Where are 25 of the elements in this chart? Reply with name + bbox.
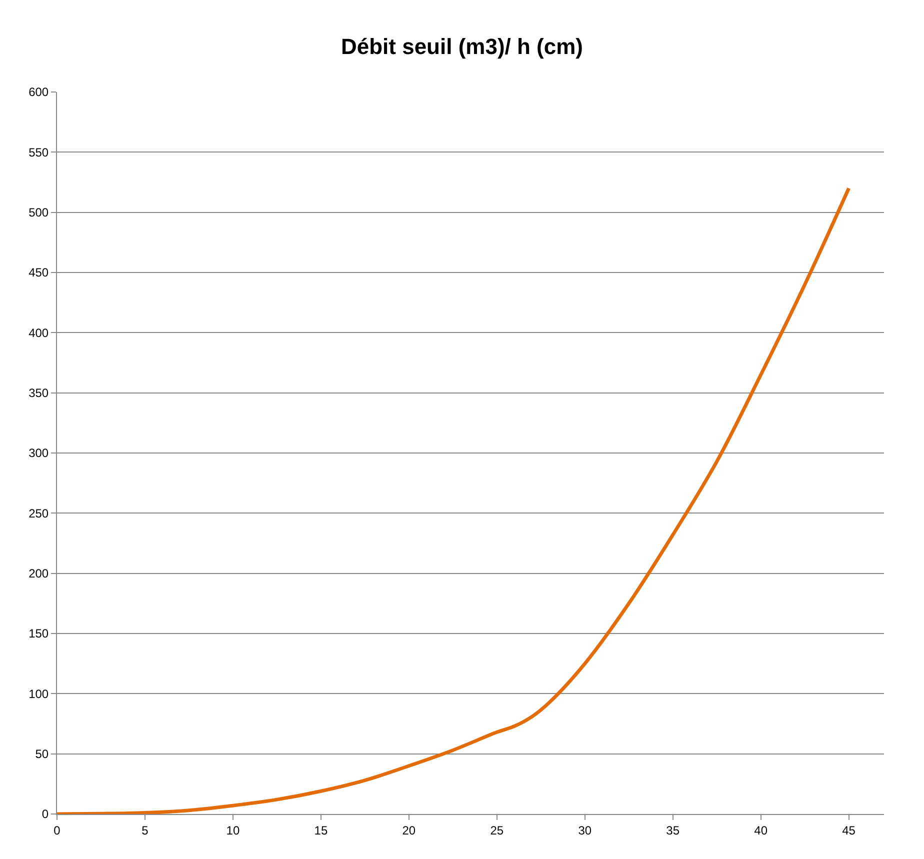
y-tick-label: 250 xyxy=(28,506,49,520)
line-series xyxy=(57,186,851,814)
y-tick-label: 600 xyxy=(28,85,49,100)
y-tick-label: 200 xyxy=(28,566,49,581)
x-tick-label: 20 xyxy=(402,823,416,838)
x-tick-label: 15 xyxy=(314,823,328,838)
x-tick-label: 5 xyxy=(142,823,149,838)
y-tick-label: 400 xyxy=(28,326,49,340)
y-tick-label: 50 xyxy=(35,747,49,762)
y-tick-label: 0 xyxy=(42,807,49,822)
chart-title: Débit seuil (m3)/ h (cm) xyxy=(340,34,584,60)
y-tick-label: 150 xyxy=(28,626,49,641)
y-tick-label: 350 xyxy=(28,386,49,400)
y-tick-label: 500 xyxy=(28,206,49,220)
x-tick-label: 35 xyxy=(666,823,680,838)
x-tick-label: 30 xyxy=(578,823,592,838)
x-tick-label: 10 xyxy=(226,823,240,838)
y-tick-label: 100 xyxy=(28,686,49,701)
y-tick-label: 300 xyxy=(28,446,49,460)
x-tick-label: 25 xyxy=(490,823,504,838)
y-tick-label: 450 xyxy=(28,266,49,280)
x-tick-label: 45 xyxy=(842,823,856,838)
x-tick-label: 0 xyxy=(54,823,61,838)
y-tick-label: 550 xyxy=(28,145,49,160)
x-tick-label: 40 xyxy=(754,823,768,838)
